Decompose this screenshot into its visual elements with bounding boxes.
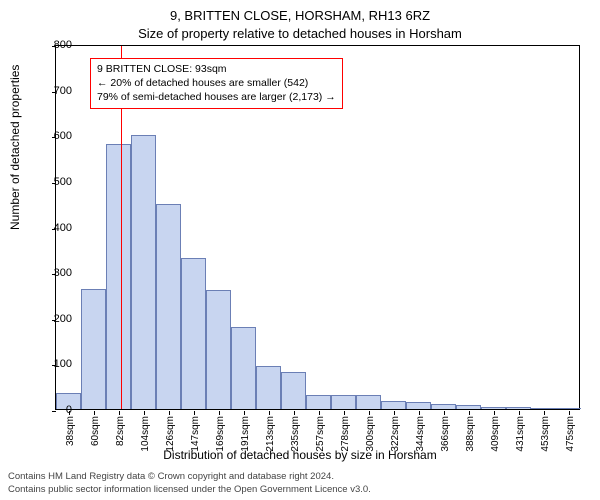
x-tick-label: 169sqm xyxy=(215,416,226,452)
x-tick-mark xyxy=(119,411,120,415)
y-tick-label: 400 xyxy=(54,222,72,234)
histogram-bar xyxy=(531,408,556,409)
x-tick-label: 257sqm xyxy=(315,416,326,452)
x-tick-mark xyxy=(169,411,170,415)
property-info-box: 9 BRITTEN CLOSE: 93sqm ← 20% of detached… xyxy=(90,58,343,109)
y-tick-label: 300 xyxy=(54,267,72,279)
footer-line-2: Contains public sector information licen… xyxy=(8,484,371,496)
x-tick-mark xyxy=(394,411,395,415)
x-tick-mark xyxy=(344,411,345,415)
x-tick-label: 366sqm xyxy=(440,416,451,452)
y-tick-label: 700 xyxy=(54,85,72,97)
x-tick-label: 38sqm xyxy=(65,416,76,446)
x-tick-label: 147sqm xyxy=(190,416,201,452)
y-axis-label: Number of detached properties xyxy=(8,65,22,230)
x-tick-mark xyxy=(269,411,270,415)
x-tick-mark xyxy=(544,411,545,415)
x-tick-label: 235sqm xyxy=(290,416,301,452)
chart-subtitle: Size of property relative to detached ho… xyxy=(0,26,600,41)
histogram-bar xyxy=(306,395,331,409)
x-tick-label: 278sqm xyxy=(340,416,351,452)
histogram-bar xyxy=(456,405,481,409)
x-tick-mark xyxy=(144,411,145,415)
histogram-bar xyxy=(181,258,206,409)
footer-line-1: Contains HM Land Registry data © Crown c… xyxy=(8,471,371,483)
x-tick-mark xyxy=(194,411,195,415)
info-line-larger: 79% of semi-detached houses are larger (… xyxy=(97,90,336,104)
histogram-bar xyxy=(281,372,306,409)
x-tick-mark xyxy=(569,411,570,415)
histogram-bar xyxy=(256,366,281,409)
histogram-bar xyxy=(131,135,156,409)
histogram-bar xyxy=(206,290,231,409)
x-tick-label: 104sqm xyxy=(140,416,151,452)
x-tick-mark xyxy=(519,411,520,415)
y-tick-label: 600 xyxy=(54,130,72,142)
histogram-bar xyxy=(431,404,456,409)
histogram-bar xyxy=(406,402,431,409)
info-line-smaller: ← 20% of detached houses are smaller (54… xyxy=(97,76,336,90)
x-tick-label: 431sqm xyxy=(515,416,526,452)
histogram-bar xyxy=(81,289,106,409)
footer-attribution: Contains HM Land Registry data © Crown c… xyxy=(8,471,371,496)
x-tick-mark xyxy=(494,411,495,415)
x-tick-mark xyxy=(94,411,95,415)
x-tick-mark xyxy=(244,411,245,415)
y-tick-label: 0 xyxy=(66,404,72,416)
x-tick-mark xyxy=(294,411,295,415)
x-tick-mark xyxy=(444,411,445,415)
histogram-bar xyxy=(106,144,131,409)
info-line-property: 9 BRITTEN CLOSE: 93sqm xyxy=(97,62,336,76)
histogram-bar xyxy=(506,407,531,409)
histogram-bar xyxy=(356,395,381,409)
x-tick-mark xyxy=(369,411,370,415)
x-tick-label: 126sqm xyxy=(165,416,176,452)
y-tick-label: 500 xyxy=(54,176,72,188)
x-tick-label: 60sqm xyxy=(90,416,101,446)
x-tick-label: 475sqm xyxy=(565,416,576,452)
y-tick-mark xyxy=(52,411,56,412)
x-tick-label: 191sqm xyxy=(240,416,251,452)
x-tick-mark xyxy=(319,411,320,415)
histogram-bar xyxy=(231,327,256,409)
x-tick-label: 344sqm xyxy=(415,416,426,452)
x-tick-label: 300sqm xyxy=(365,416,376,452)
x-tick-label: 322sqm xyxy=(390,416,401,452)
histogram-bar xyxy=(381,401,406,409)
histogram-bar xyxy=(156,204,181,409)
x-tick-label: 453sqm xyxy=(540,416,551,452)
histogram-bar xyxy=(481,407,506,409)
chart-title-address: 9, BRITTEN CLOSE, HORSHAM, RH13 6RZ xyxy=(0,8,600,23)
x-tick-label: 409sqm xyxy=(490,416,501,452)
x-tick-label: 213sqm xyxy=(265,416,276,452)
x-tick-label: 388sqm xyxy=(465,416,476,452)
x-tick-mark xyxy=(419,411,420,415)
x-tick-mark xyxy=(469,411,470,415)
histogram-bar xyxy=(331,395,356,409)
y-tick-label: 800 xyxy=(54,39,72,51)
histogram-bar xyxy=(556,408,581,409)
x-tick-label: 82sqm xyxy=(115,416,126,446)
y-tick-label: 100 xyxy=(54,358,72,370)
y-tick-label: 200 xyxy=(54,313,72,325)
x-tick-mark xyxy=(219,411,220,415)
